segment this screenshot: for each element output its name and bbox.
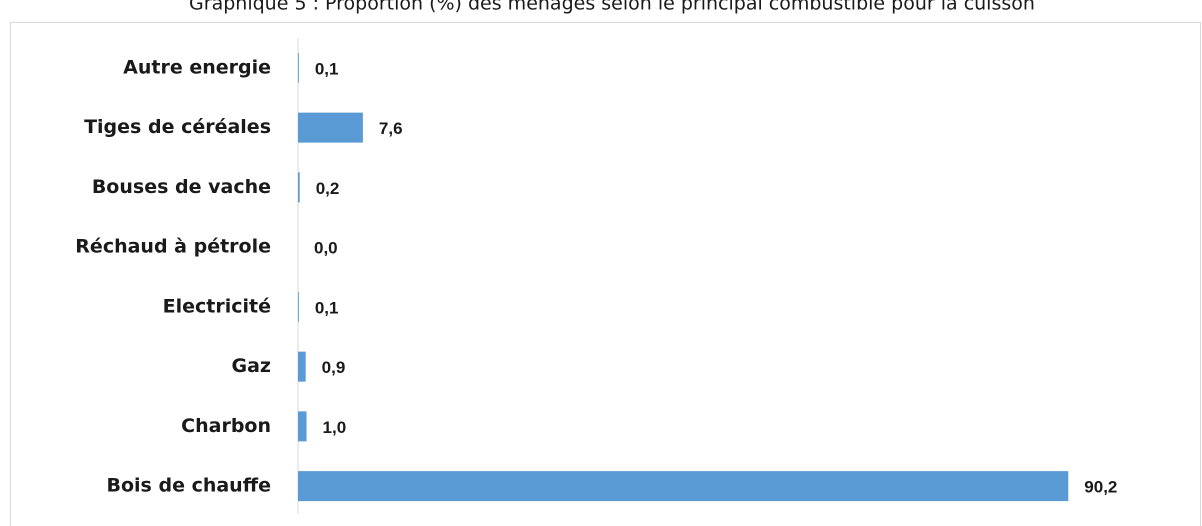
value-label: 7,6: [379, 119, 403, 138]
bar: [298, 291, 299, 322]
category-label: Bouses de vache: [92, 176, 271, 198]
value-label: 0,1: [315, 59, 339, 78]
chart-title: Graphique 5 : Proportion (%) des ménages…: [189, 0, 1035, 15]
category-label: Tiges de céréales: [84, 116, 271, 138]
category-label: Gaz: [232, 355, 271, 377]
value-label: 90,2: [1084, 478, 1117, 497]
bar: [298, 351, 306, 382]
value-label: 0,9: [322, 358, 346, 377]
bar: [298, 52, 299, 83]
bar: [298, 172, 300, 203]
bar: [298, 112, 363, 143]
bar: [298, 471, 1069, 502]
category-label: Bois de chauffe: [107, 475, 272, 497]
value-label: 1,0: [323, 418, 347, 437]
category-label: Réchaud à pétrole: [75, 236, 271, 258]
value-label: 0,0: [314, 239, 338, 258]
category-label: Charbon: [181, 415, 271, 437]
value-label: 0,2: [316, 179, 340, 198]
bar: [298, 411, 307, 442]
category-label: Autre energie: [123, 56, 271, 78]
chart-frame: [10, 22, 1201, 526]
value-label: 0,1: [315, 298, 339, 317]
category-label: Electricité: [163, 295, 271, 317]
